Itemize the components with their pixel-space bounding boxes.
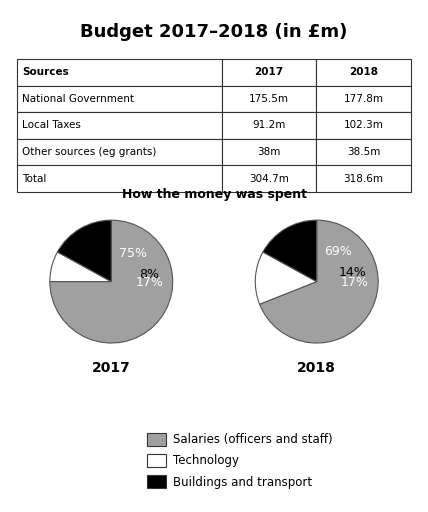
Wedge shape: [50, 252, 111, 282]
Text: 2017: 2017: [255, 67, 284, 77]
Text: 75%: 75%: [119, 247, 147, 260]
Text: 38.5m: 38.5m: [347, 147, 380, 157]
Text: Sources: Sources: [22, 67, 69, 77]
Text: How the money was spent: How the money was spent: [122, 188, 306, 201]
Text: 304.7m: 304.7m: [249, 174, 289, 184]
Text: 91.2m: 91.2m: [253, 120, 286, 131]
Text: 69%: 69%: [324, 245, 351, 258]
Text: Other sources (eg grants): Other sources (eg grants): [22, 147, 157, 157]
Wedge shape: [260, 220, 378, 343]
Text: Budget 2017–2018 (in £m): Budget 2017–2018 (in £m): [80, 23, 348, 41]
Wedge shape: [57, 220, 111, 282]
Text: National Government: National Government: [22, 94, 134, 104]
Text: 318.6m: 318.6m: [344, 174, 383, 184]
Text: Local Taxes: Local Taxes: [22, 120, 81, 131]
Text: 14%: 14%: [339, 266, 366, 279]
Legend: Salaries (officers and staff), Technology, Buildings and transport: Salaries (officers and staff), Technolog…: [147, 433, 333, 488]
Text: 17%: 17%: [135, 276, 163, 289]
Wedge shape: [50, 220, 173, 343]
Text: 2018: 2018: [349, 67, 378, 77]
Text: 2018: 2018: [297, 361, 336, 375]
Text: 175.5m: 175.5m: [249, 94, 289, 104]
Text: 177.8m: 177.8m: [344, 94, 383, 104]
Text: Total: Total: [22, 174, 47, 184]
Text: 2017: 2017: [92, 361, 131, 375]
Text: 102.3m: 102.3m: [344, 120, 383, 131]
Text: 17%: 17%: [341, 276, 369, 289]
Text: 8%: 8%: [139, 268, 159, 281]
Wedge shape: [255, 252, 317, 304]
Text: 38m: 38m: [257, 147, 281, 157]
Wedge shape: [263, 220, 317, 282]
